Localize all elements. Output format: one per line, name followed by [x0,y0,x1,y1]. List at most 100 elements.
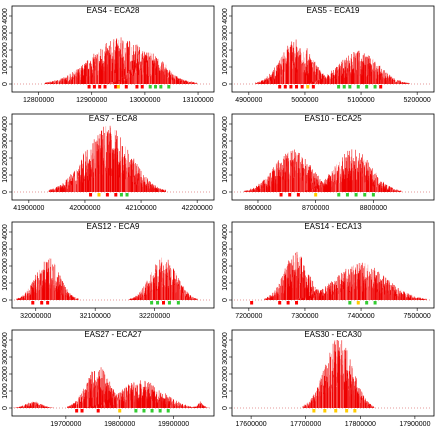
position-marker [345,193,349,197]
x-tick-label: 7400000 [347,313,374,320]
position-marker [363,193,367,197]
position-marker [114,85,118,89]
y-tick-label: 0 [222,190,229,194]
x-tick-label: 19800000 [104,421,135,428]
position-marker [159,85,163,89]
position-marker [89,193,93,197]
position-marker [283,85,287,89]
position-marker [114,193,118,197]
position-marker [92,85,96,89]
position-marker [154,85,158,89]
x-tick-label: 7200000 [235,313,262,320]
position-marker [295,301,299,305]
y-tick-label: 4000 [2,8,9,24]
coverage-series [48,125,167,192]
peak-2 [129,257,198,300]
y-tick-label: 2000 [222,42,229,58]
position-marker [289,85,293,89]
position-marker [373,301,377,305]
panel-title: EAS10 - ECA25 [304,114,362,123]
position-marker [348,85,352,89]
peak-1 [48,125,167,192]
position-marker [365,301,369,305]
x-tick-label: 12900000 [76,97,107,104]
position-marker [135,85,139,89]
y-tick-label: 1000 [2,167,9,183]
coverage-series [16,257,198,300]
x-tick-label: 7300000 [291,313,318,320]
y-tick-label: 4000 [2,332,9,348]
position-marker [288,193,292,197]
position-marker [87,85,91,89]
x-tick-label: 8600000 [244,205,271,212]
position-marker [105,193,109,197]
y-tick-label: 3000 [2,349,9,365]
y-tick-label: 1000 [2,383,9,399]
x-tick-label: 7500000 [404,313,431,320]
x-tick-label: 13000000 [129,97,160,104]
y-tick-label: 0 [2,82,9,86]
position-marker [98,85,102,89]
position-marker [124,85,128,89]
y-tick-label: 0 [2,406,9,410]
position-marker [300,85,304,89]
y-tick-label: 3000 [2,241,9,257]
coverage-series [255,39,410,84]
position-marker [371,193,375,197]
position-marker [167,301,171,305]
panel-title: EAS12 - ECA9 [87,222,140,231]
position-marker [116,85,120,89]
y-tick-label: 4000 [2,224,9,240]
panel-title: EAS27 - ECA27 [84,330,142,339]
panel-title: EAS4 - ECA28 [87,6,140,15]
position-marker [348,301,352,305]
position-marker [314,193,318,197]
panel-frame [11,221,215,309]
y-tick-label: 3000 [2,133,9,149]
coverage-series [44,37,198,84]
x-tick-label: 4900000 [235,97,262,104]
position-marker [278,301,282,305]
x-tick-label: 42100000 [125,205,156,212]
y-tick-label: 4000 [222,8,229,24]
y-tick-label: 2000 [2,366,9,382]
x-tick-label: 8700000 [302,205,329,212]
y-tick-label: 3000 [2,25,9,41]
position-marker [337,85,341,89]
y-tick-label: 0 [2,190,9,194]
peak-2 [304,149,402,192]
position-marker [162,301,165,305]
x-tick-label: 32200000 [139,313,170,320]
position-marker [250,301,254,305]
position-marker [342,85,346,89]
y-tick-label: 4000 [222,116,229,132]
peak-2 [108,52,192,84]
x-tick-label: 5000000 [291,97,318,104]
peak-1 [13,401,55,408]
panel-frame [231,113,435,201]
panel-title: EAS7 - ECA8 [89,114,138,123]
position-marker [176,301,180,305]
position-marker [46,301,50,305]
x-tick-label: 5200000 [404,97,431,104]
position-marker [379,85,383,89]
coverage-series [13,367,209,408]
y-tick-label: 4000 [2,116,9,132]
y-tick-label: 0 [2,298,9,302]
peak-1 [244,149,341,192]
panel-frame [231,5,435,93]
coverage-series [244,149,402,192]
position-marker [373,85,377,89]
panel-frame [11,113,215,201]
position-marker [31,301,35,305]
position-marker [40,301,44,305]
y-tick-label: 3000 [222,241,229,257]
peak-2 [295,262,427,300]
position-marker [156,301,160,305]
